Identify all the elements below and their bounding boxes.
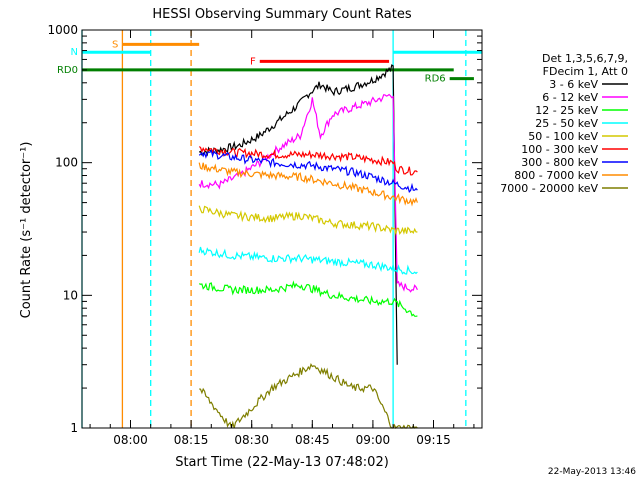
y-tick-label-1: 10 xyxy=(63,288,78,302)
y-axis: 1 10 100 1000 xyxy=(47,23,482,435)
x-tick-label-2: 08:30 xyxy=(234,433,269,447)
flag-label-0: S xyxy=(112,39,118,50)
legend-entry-label-2: 12 - 25 keV xyxy=(535,104,598,117)
legend-entry-label-1: 6 - 12 keV xyxy=(542,91,598,104)
x-axis-label: Start Time (22-May-13 07:48:02) xyxy=(175,455,389,470)
flag-label-1: N xyxy=(71,47,78,58)
x-tick-label-4: 09:00 xyxy=(356,433,391,447)
x-tick-label-0: 08:00 xyxy=(113,433,148,447)
legend-header-1: FDecim 1, Att 0 xyxy=(543,65,628,78)
series-line-5 xyxy=(198,205,418,236)
flag-label-3: RD0 xyxy=(57,65,78,76)
legend-entry-label-0: 3 - 6 keV xyxy=(549,78,598,91)
x-tick-label-1: 08:15 xyxy=(174,433,209,447)
legend: Det 1,3,5,6,7,9,FDecim 1, Att 03 - 6 keV… xyxy=(500,52,628,195)
legend-entry-label-8: 7000 - 20000 keV xyxy=(500,182,598,195)
flag-label-2: F xyxy=(250,56,256,67)
x-tick-label-3: 08:45 xyxy=(295,433,330,447)
chart-title: HESSI Observing Summary Count Rates xyxy=(152,7,411,22)
y-tick-label-0: 1 xyxy=(70,421,78,435)
series-line-8 xyxy=(199,362,418,430)
legend-entry-label-7: 800 - 7000 keV xyxy=(514,169,598,182)
y-axis-label: Count Rate (s⁻¹ detector⁻¹) xyxy=(19,142,34,319)
series-line-6 xyxy=(198,246,418,275)
footer-timestamp: 22-May-2013 13:46 xyxy=(548,467,636,477)
y-tick-label-2: 100 xyxy=(55,156,78,170)
legend-header-0: Det 1,3,5,6,7,9, xyxy=(542,52,628,65)
series-line-3 xyxy=(198,149,418,193)
y-tick-label-3: 1000 xyxy=(47,23,78,37)
plot-area: S N F RD0 RD6 xyxy=(57,30,482,430)
x-axis: 08:00 08:15 08:30 08:45 09:00 09:15 xyxy=(89,30,475,447)
plot-frame xyxy=(81,29,483,429)
flag-label-4: RD6 xyxy=(425,74,446,85)
legend-entry-label-5: 100 - 300 keV xyxy=(521,143,598,156)
legend-entry-label-3: 25 - 50 keV xyxy=(535,117,598,130)
series-line-7 xyxy=(198,280,418,317)
x-tick-label-5: 09:15 xyxy=(416,433,451,447)
series-line-4 xyxy=(198,162,418,207)
legend-entry-label-4: 50 - 100 keV xyxy=(528,130,598,143)
legend-entry-label-6: 300 - 800 keV xyxy=(521,156,598,169)
series-line-1 xyxy=(198,93,418,293)
